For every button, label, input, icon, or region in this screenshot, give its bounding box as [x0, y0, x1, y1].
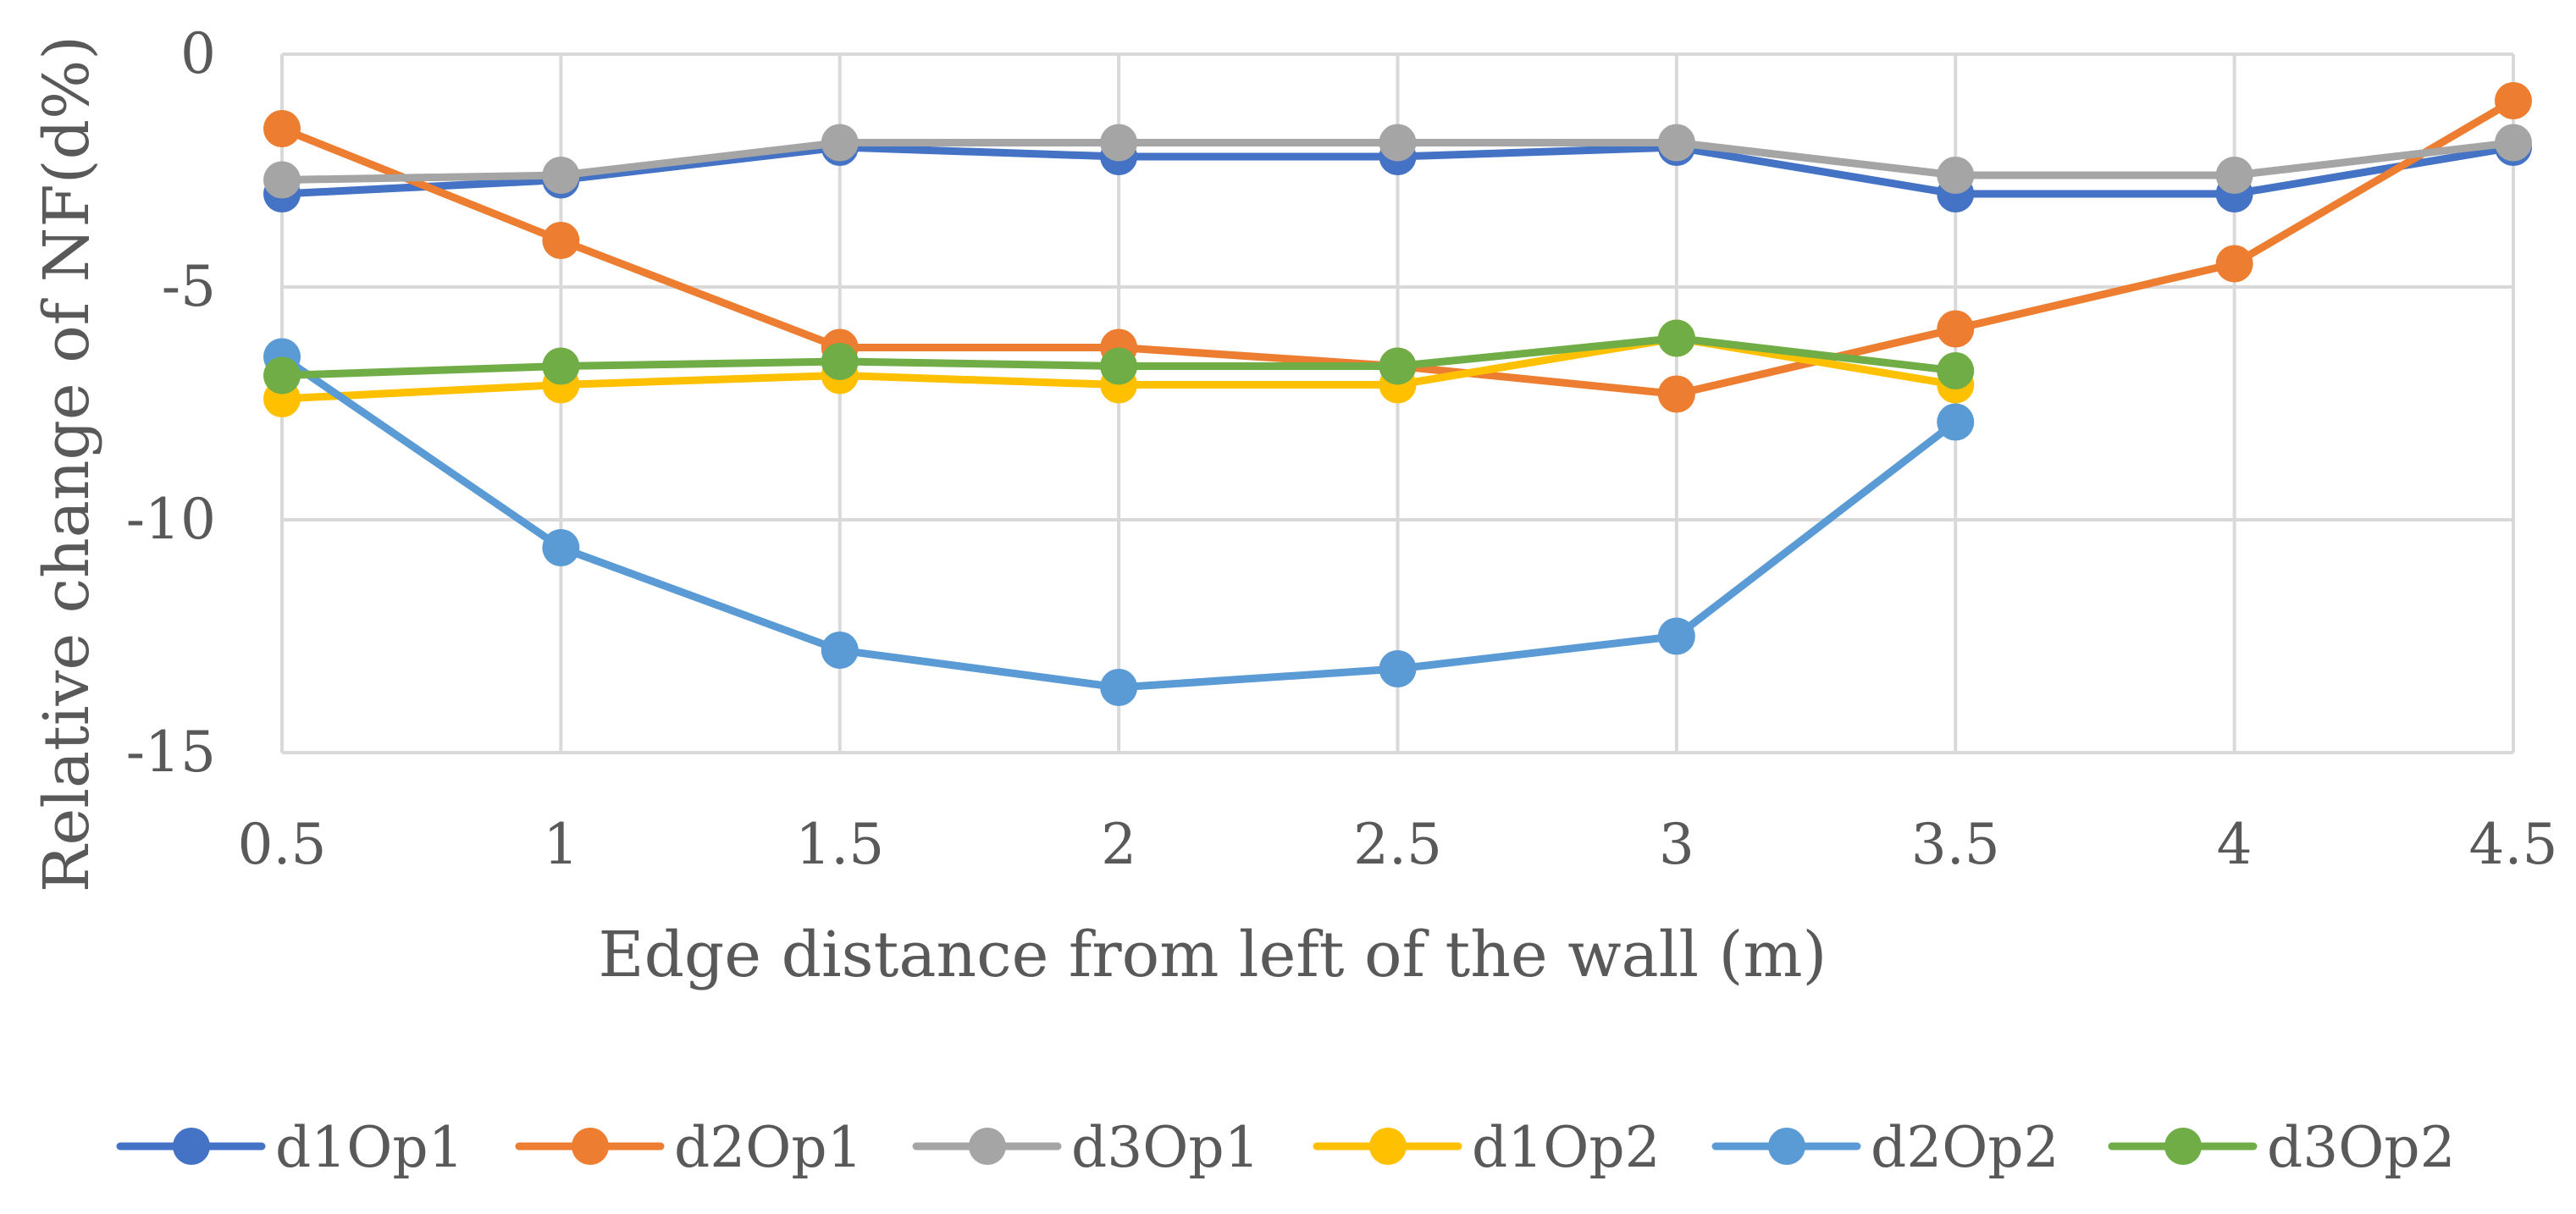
- x-tick-label: 1: [543, 812, 578, 877]
- data-point: [821, 343, 859, 380]
- data-point: [2495, 124, 2532, 162]
- x-tick-label: 0.5: [238, 812, 327, 877]
- legend-marker: [1768, 1128, 1805, 1165]
- data-point: [1937, 157, 1975, 194]
- data-point: [1937, 403, 1975, 441]
- data-point: [1379, 650, 1417, 687]
- data-point: [1100, 347, 1138, 385]
- legend-label: d2Op2: [1871, 1115, 2059, 1180]
- y-tick-label: 0: [180, 21, 216, 86]
- legend-marker: [173, 1128, 210, 1165]
- legend-marker: [969, 1128, 1006, 1165]
- data-point: [1937, 352, 1975, 389]
- x-tick-label: 4.5: [2469, 812, 2558, 877]
- x-tick-label: 4: [2217, 812, 2253, 877]
- legend-label: d3Op2: [2267, 1115, 2456, 1180]
- legend-label: d1Op1: [275, 1115, 464, 1180]
- x-tick-label: 1.5: [795, 812, 884, 877]
- series-d2Op2: [263, 338, 1975, 706]
- data-point: [2215, 157, 2253, 194]
- legend-item-d1Op2: d1Op2: [1313, 1115, 1661, 1180]
- legend-item-d2Op1: d2Op1: [515, 1115, 863, 1180]
- y-axis-ticks: 0 -5 -10 -15: [126, 21, 216, 785]
- legend: d1Op1 d2Op1 d3Op1 d1Op2 d2Op2 d3Op2: [116, 1115, 2456, 1180]
- data-point: [263, 356, 301, 395]
- data-point: [2495, 82, 2532, 119]
- legend-label: d2Op1: [674, 1115, 863, 1180]
- data-point: [263, 110, 301, 147]
- y-axis-title: Relative change of NF(d%): [30, 36, 103, 892]
- data-point: [263, 161, 301, 199]
- x-tick-label: 3: [1659, 812, 1694, 877]
- data-point: [1657, 617, 1695, 655]
- data-point: [2215, 245, 2253, 283]
- x-axis-ticks: 0.5 1 1.5 2 2.5 3 3.5 4 4.5: [238, 812, 2558, 877]
- legend-item-d3Op1: d3Op1: [912, 1115, 1260, 1180]
- data-point: [821, 632, 859, 669]
- data-point: [1100, 124, 1138, 162]
- x-axis-title: Edge distance from left of the wall (m): [599, 919, 1827, 991]
- legend-item-d2Op2: d2Op2: [1711, 1115, 2059, 1180]
- data-point: [542, 157, 580, 194]
- legend-item-d3Op2: d3Op2: [2108, 1115, 2456, 1180]
- series-group: [263, 82, 2532, 706]
- x-tick-label: 2: [1101, 812, 1136, 877]
- legend-marker: [2164, 1128, 2202, 1165]
- data-point: [542, 529, 580, 566]
- series-d3Op2: [263, 319, 1975, 395]
- data-point: [1657, 124, 1695, 162]
- y-tick-label: -15: [126, 720, 216, 785]
- series-d3Op1: [263, 124, 2532, 199]
- data-point: [1379, 124, 1417, 162]
- legend-label: d1Op2: [1472, 1115, 1661, 1180]
- y-tick-label: -10: [126, 487, 216, 552]
- data-point: [1100, 669, 1138, 706]
- data-point: [1937, 310, 1975, 348]
- legend-item-d1Op1: d1Op1: [116, 1115, 464, 1180]
- data-point: [542, 222, 580, 259]
- data-point: [821, 124, 859, 162]
- data-point: [1657, 375, 1695, 413]
- legend-marker: [572, 1128, 609, 1165]
- data-point: [1657, 319, 1695, 357]
- y-tick-label: -5: [162, 254, 216, 319]
- data-point: [542, 347, 580, 385]
- x-tick-label: 2.5: [1353, 812, 1442, 877]
- data-point: [1379, 347, 1417, 385]
- x-tick-label: 3.5: [1911, 812, 2000, 877]
- legend-marker: [1369, 1128, 1407, 1165]
- legend-label: d3Op1: [1071, 1115, 1260, 1180]
